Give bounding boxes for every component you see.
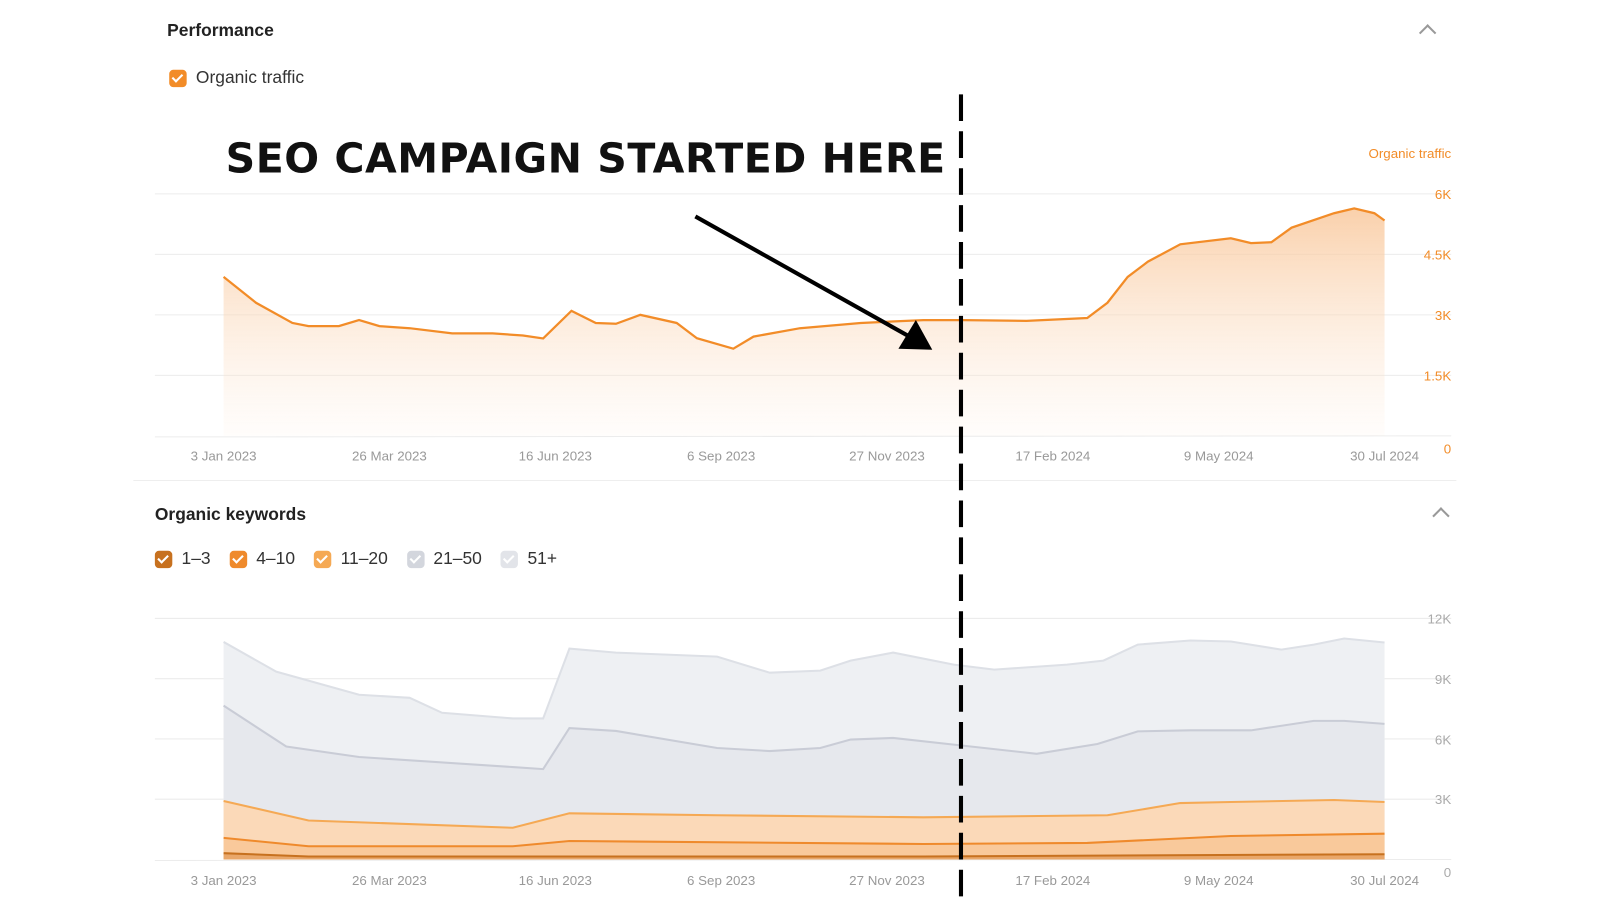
- legend-label: Organic traffic: [195, 67, 305, 88]
- legend-1-3[interactable]: 1–3: [154, 548, 211, 570]
- keywords-line-21–50: [223, 704, 1385, 771]
- annotation-arrow-shaft: [694, 214, 914, 341]
- x-tick-label: 3 Jan 2023: [190, 448, 257, 464]
- legend-label: 1–3: [181, 548, 211, 569]
- x-tick-label: 6 Sep 2023: [687, 448, 756, 464]
- legend-21-50[interactable]: 21–50: [406, 548, 482, 570]
- x-tick-label: 16 Jun 2023: [518, 872, 592, 889]
- gridline: [154, 858, 1452, 861]
- keywords-legend: 1–3 4–10 11–20 21–50 51+: [154, 548, 572, 573]
- traffic-area: [223, 208, 1385, 436]
- keywords-line-4–10: [223, 832, 1385, 848]
- x-tick-label: 9 May 2024: [1183, 448, 1254, 464]
- checkbox-icon[interactable]: [313, 550, 332, 568]
- legend-11-20[interactable]: 11–20: [313, 548, 388, 570]
- x-tick-label: 16 Jun 2023: [518, 448, 592, 464]
- performance-title: Performance: [167, 20, 274, 40]
- y-axis-title: Organic traffic: [1368, 145, 1452, 162]
- y-tick-label: 6K: [1434, 186, 1452, 203]
- y-tick-label: 0: [1443, 441, 1452, 457]
- x-tick-label: 6 Sep 2023: [687, 872, 756, 889]
- keywords-area-1–3: [223, 853, 1385, 860]
- x-tick-label: 3 Jan 2023: [190, 872, 257, 889]
- legend-label: 51+: [527, 548, 558, 569]
- y-tick-label: 9K: [1434, 671, 1452, 687]
- legend-label: 4–10: [256, 548, 296, 569]
- x-tick-label: 26 Mar 2023: [351, 448, 427, 464]
- checkbox-icon[interactable]: [500, 550, 519, 568]
- section-divider: [133, 479, 1457, 482]
- checkbox-icon[interactable]: [154, 550, 173, 568]
- y-tick-label: 3K: [1434, 307, 1452, 324]
- legend-label: 11–20: [340, 548, 388, 569]
- x-tick-label: 9 May 2024: [1183, 872, 1254, 889]
- x-tick-label: 17 Feb 2024: [1015, 448, 1091, 464]
- gridline: [154, 435, 1452, 438]
- y-tick-label: 0: [1443, 864, 1452, 880]
- keywords-line-11–20: [223, 798, 1385, 829]
- annotation-text: SEO CAMPAIGN STARTED HERE: [225, 135, 946, 183]
- checkbox-icon[interactable]: [169, 69, 187, 87]
- legend-organic-traffic[interactable]: Organic traffic: [169, 68, 304, 89]
- y-tick-label: 3K: [1434, 792, 1452, 808]
- checkbox-icon[interactable]: [406, 550, 425, 568]
- x-tick-label: 26 Mar 2023: [351, 872, 427, 889]
- y-tick-label: 4.5K: [1423, 247, 1452, 263]
- annotation-arrow-head-icon: [898, 319, 933, 350]
- y-tick-label: 6K: [1434, 731, 1452, 748]
- legend-label: 21–50: [433, 548, 482, 569]
- keywords-line-51+: [223, 637, 1385, 720]
- x-tick-label: 27 Nov 2023: [849, 872, 925, 889]
- x-tick-label: 30 Jul 2024: [1350, 872, 1420, 889]
- keywords-area-4–10: [223, 833, 1385, 860]
- x-tick-label: 17 Feb 2024: [1015, 872, 1091, 889]
- legend-51-plus[interactable]: 51+: [500, 548, 558, 570]
- x-tick-label: 30 Jul 2024: [1350, 448, 1420, 464]
- y-tick-label: 12K: [1427, 611, 1452, 627]
- organic-keywords-title: Organic keywords: [154, 504, 307, 525]
- checkbox-icon[interactable]: [229, 550, 247, 568]
- legend-4-10[interactable]: 4–10: [229, 548, 296, 570]
- x-tick-label: 27 Nov 2023: [849, 448, 925, 464]
- keywords-line-1–3: [223, 852, 1385, 858]
- traffic-line: [222, 207, 1386, 350]
- y-tick-label: 1.5K: [1423, 368, 1452, 384]
